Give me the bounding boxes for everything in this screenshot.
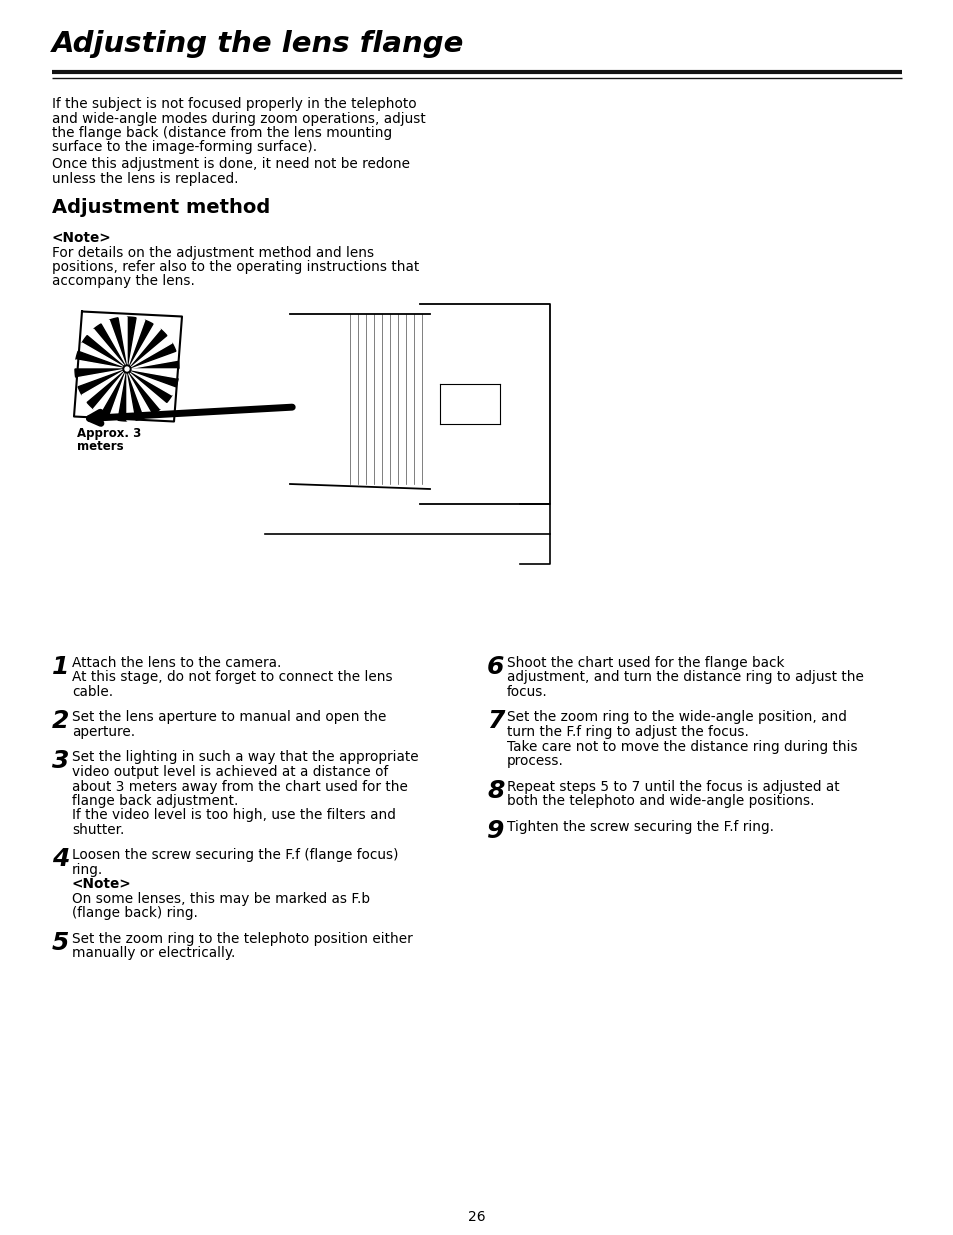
Circle shape bbox=[123, 366, 131, 373]
Polygon shape bbox=[109, 317, 127, 369]
Text: Adjustment method: Adjustment method bbox=[52, 198, 270, 217]
Text: Set the zoom ring to the wide-angle position, and: Set the zoom ring to the wide-angle posi… bbox=[506, 710, 846, 725]
Text: 2: 2 bbox=[52, 709, 70, 734]
Polygon shape bbox=[127, 324, 160, 369]
Polygon shape bbox=[127, 369, 172, 403]
Polygon shape bbox=[127, 343, 175, 369]
Text: meters: meters bbox=[77, 440, 124, 452]
Text: cable.: cable. bbox=[71, 685, 113, 699]
Text: Set the lens aperture to manual and open the: Set the lens aperture to manual and open… bbox=[71, 710, 386, 725]
Text: <Note>: <Note> bbox=[71, 878, 132, 892]
Text: Set the zoom ring to the telephoto position either: Set the zoom ring to the telephoto posit… bbox=[71, 932, 413, 946]
Polygon shape bbox=[127, 369, 152, 417]
Polygon shape bbox=[127, 359, 179, 369]
Text: aperture.: aperture. bbox=[71, 725, 135, 739]
Circle shape bbox=[125, 367, 129, 370]
Polygon shape bbox=[75, 359, 127, 369]
Polygon shape bbox=[127, 369, 160, 414]
Polygon shape bbox=[127, 369, 167, 409]
Polygon shape bbox=[127, 330, 167, 369]
Text: Repeat steps 5 to 7 until the focus is adjusted at: Repeat steps 5 to 7 until the focus is a… bbox=[506, 779, 839, 794]
Polygon shape bbox=[75, 369, 127, 387]
Polygon shape bbox=[127, 336, 172, 369]
Text: video output level is achieved at a distance of: video output level is achieved at a dist… bbox=[71, 764, 388, 779]
Polygon shape bbox=[82, 369, 127, 403]
Text: If the video level is too high, use the filters and: If the video level is too high, use the … bbox=[71, 809, 395, 823]
Text: Once this adjustment is done, it need not be redone: Once this adjustment is done, it need no… bbox=[52, 157, 410, 170]
Text: unless the lens is replaced.: unless the lens is replaced. bbox=[52, 172, 238, 185]
Text: At this stage, do not forget to connect the lens: At this stage, do not forget to connect … bbox=[71, 671, 393, 684]
Polygon shape bbox=[127, 351, 178, 369]
Text: Take care not to move the distance ring during this: Take care not to move the distance ring … bbox=[506, 740, 857, 753]
Polygon shape bbox=[75, 369, 127, 378]
Text: 5: 5 bbox=[52, 931, 70, 955]
Text: (flange back) ring.: (flange back) ring. bbox=[71, 906, 197, 920]
Text: accompany the lens.: accompany the lens. bbox=[52, 274, 194, 289]
Polygon shape bbox=[109, 369, 127, 420]
Text: 8: 8 bbox=[486, 778, 504, 803]
Text: 6: 6 bbox=[486, 655, 504, 679]
Text: Approx. 3: Approx. 3 bbox=[77, 426, 141, 440]
Text: Attach the lens to the camera.: Attach the lens to the camera. bbox=[71, 656, 281, 671]
Polygon shape bbox=[127, 369, 175, 395]
Polygon shape bbox=[78, 369, 127, 395]
Polygon shape bbox=[127, 317, 136, 369]
Text: 26: 26 bbox=[468, 1210, 485, 1224]
Text: On some lenses, this may be marked as F.b: On some lenses, this may be marked as F.… bbox=[71, 892, 370, 906]
Text: about 3 meters away from the chart used for the: about 3 meters away from the chart used … bbox=[71, 779, 408, 794]
Polygon shape bbox=[82, 336, 127, 369]
Polygon shape bbox=[101, 320, 127, 369]
Polygon shape bbox=[101, 369, 127, 417]
Text: both the telephoto and wide-angle positions.: both the telephoto and wide-angle positi… bbox=[506, 794, 814, 808]
Text: 9: 9 bbox=[486, 819, 504, 842]
Text: adjustment, and turn the distance ring to adjust the: adjustment, and turn the distance ring t… bbox=[506, 671, 863, 684]
Text: Tighten the screw securing the F.f ring.: Tighten the screw securing the F.f ring. bbox=[506, 820, 773, 834]
Text: Set the lighting in such a way that the appropriate: Set the lighting in such a way that the … bbox=[71, 751, 418, 764]
Polygon shape bbox=[75, 351, 127, 369]
Text: 4: 4 bbox=[52, 847, 70, 872]
Text: Loosen the screw securing the F.f (flange focus): Loosen the screw securing the F.f (flang… bbox=[71, 848, 398, 862]
Polygon shape bbox=[93, 369, 127, 414]
Text: 3: 3 bbox=[52, 750, 70, 773]
Text: focus.: focus. bbox=[506, 685, 547, 699]
Text: manually or electrically.: manually or electrically. bbox=[71, 946, 235, 961]
Text: <Note>: <Note> bbox=[52, 231, 112, 245]
Polygon shape bbox=[127, 317, 145, 369]
Polygon shape bbox=[127, 369, 178, 387]
Polygon shape bbox=[93, 324, 127, 369]
Text: and wide-angle modes during zoom operations, adjust: and wide-angle modes during zoom operati… bbox=[52, 111, 425, 126]
Polygon shape bbox=[87, 330, 127, 369]
Text: 1: 1 bbox=[52, 655, 70, 679]
Text: shutter.: shutter. bbox=[71, 823, 124, 837]
Text: flange back adjustment.: flange back adjustment. bbox=[71, 794, 238, 808]
Text: If the subject is not focused properly in the telephoto: If the subject is not focused properly i… bbox=[52, 98, 416, 111]
Polygon shape bbox=[118, 317, 127, 369]
Polygon shape bbox=[127, 369, 179, 378]
Text: the flange back (distance from the lens mounting: the flange back (distance from the lens … bbox=[52, 126, 392, 140]
Polygon shape bbox=[87, 369, 127, 409]
Text: positions, refer also to the operating instructions that: positions, refer also to the operating i… bbox=[52, 261, 418, 274]
Text: For details on the adjustment method and lens: For details on the adjustment method and… bbox=[52, 246, 374, 259]
Polygon shape bbox=[127, 369, 145, 420]
Text: process.: process. bbox=[506, 755, 563, 768]
Polygon shape bbox=[127, 369, 136, 421]
Text: 7: 7 bbox=[486, 709, 504, 734]
Polygon shape bbox=[118, 369, 127, 421]
Polygon shape bbox=[127, 320, 152, 369]
Text: turn the F.f ring to adjust the focus.: turn the F.f ring to adjust the focus. bbox=[506, 725, 748, 739]
Polygon shape bbox=[78, 343, 127, 369]
Text: Adjusting the lens flange: Adjusting the lens flange bbox=[52, 30, 464, 58]
Text: Shoot the chart used for the flange back: Shoot the chart used for the flange back bbox=[506, 656, 783, 671]
Polygon shape bbox=[74, 311, 182, 421]
Text: ring.: ring. bbox=[71, 863, 103, 877]
Text: surface to the image-forming surface).: surface to the image-forming surface). bbox=[52, 141, 316, 154]
